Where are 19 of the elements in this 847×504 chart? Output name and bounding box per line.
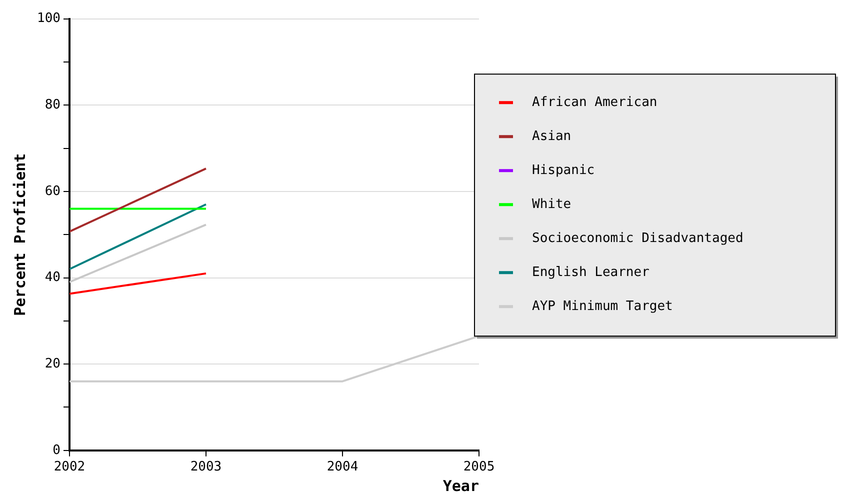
legend-label: Asian — [532, 128, 572, 144]
x-axis-title: Year — [442, 476, 479, 495]
y-tick-label: 20 — [44, 356, 60, 372]
y-tick-label: 40 — [44, 270, 60, 286]
y-tick-label: 0 — [52, 442, 60, 458]
y-tick-label: 60 — [44, 184, 60, 199]
legend-label: Socioeconomic Disadvantaged — [532, 230, 744, 246]
legend-label: English Learner — [532, 264, 650, 280]
y-tick-label: 80 — [44, 97, 60, 112]
legend-label: AYP Minimum Target — [532, 298, 673, 314]
legend-label: Hispanic — [532, 162, 595, 178]
x-tick-label: 2002 — [54, 460, 86, 475]
x-tick-label: 2003 — [190, 460, 222, 475]
y-axis-title: Percent Proficient — [10, 153, 29, 316]
x-tick-label: 2005 — [463, 460, 495, 475]
legend-label: African American — [532, 94, 658, 110]
legend-label: White — [532, 196, 572, 212]
y-tick-label: 100 — [36, 11, 60, 26]
x-tick-label: 2004 — [326, 460, 358, 475]
